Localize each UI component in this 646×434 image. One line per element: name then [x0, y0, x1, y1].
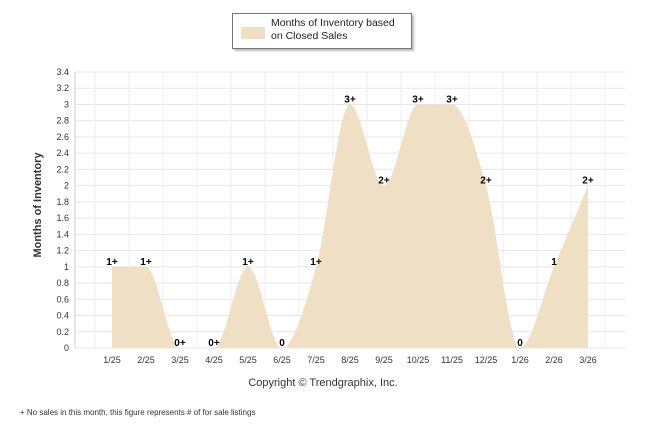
data-label: 2+	[378, 176, 390, 187]
copyright: Copyright © Trendgraphix, Inc.	[248, 377, 398, 389]
y-tick-label: 1	[64, 262, 69, 272]
y-tick-label: 0.2	[56, 327, 69, 337]
x-tick-label: 9/25	[375, 355, 393, 365]
data-label: 0	[517, 338, 523, 349]
data-label: 0	[279, 338, 285, 349]
y-tick-label: 0.4	[56, 311, 69, 321]
y-tick-label: 0	[64, 343, 69, 353]
y-tick-label: 0.8	[56, 278, 69, 288]
data-label: 1+	[242, 257, 254, 268]
y-tick-label: 2	[64, 181, 69, 191]
x-ticks: 1/25 2/25 3/25 4/25 5/25 6/25 7/25 8/25 9/25 10/2…	[103, 355, 597, 365]
y-tick-label: 2.6	[56, 132, 69, 142]
x-tick-label: 1/26	[511, 355, 529, 365]
x-tick-label: 10/25	[407, 355, 430, 365]
x-tick-label: 3/26	[579, 355, 597, 365]
data-label: 3+	[412, 94, 424, 105]
x-tick-label: 5/25	[239, 355, 257, 365]
x-tick-label: 11/25	[441, 355, 463, 365]
x-tick-label: 4/25	[205, 355, 223, 365]
y-tick-label: 3.2	[56, 83, 69, 93]
y-tick-label: 1.2	[56, 246, 69, 256]
data-labels: 1+ 1+ 0+ 0+ 1+ 0 1+ 3+ 2+ 3+ 3+ 2+ 0 1 2+	[106, 94, 594, 349]
y-tick-label: 3.4	[56, 67, 69, 77]
y-ticks: 0 0.2 0.4 0.6 0.8 1 1.2 1.4 1.6 1.8 2 2.2 2.4 2.6 2.8 3…	[56, 67, 69, 353]
legend-label: Months of Inventory based on Closed Sale…	[271, 17, 395, 42]
data-label: 1+	[140, 257, 152, 268]
data-label: 1	[551, 257, 557, 268]
y-tick-label: 1.4	[56, 229, 69, 239]
data-label: 0+	[208, 338, 220, 349]
data-label: 2+	[480, 176, 492, 187]
y-tick-label: 0.6	[56, 294, 69, 304]
x-tick-label: 1/25	[103, 355, 121, 365]
data-label: 1+	[106, 257, 118, 268]
legend: Months of Inventory based on Closed Sale…	[232, 13, 412, 49]
x-tick-label: 2/25	[137, 355, 155, 365]
y-tick-label: 2.2	[56, 164, 69, 174]
footnote: + No sales in this month, this figure re…	[20, 408, 256, 417]
y-tick-label: 3	[64, 99, 69, 109]
y-tick-label: 1.8	[56, 197, 69, 207]
y-tick-label: 2.4	[56, 148, 69, 158]
y-tick-label: 1.6	[56, 213, 69, 223]
x-tick-label: 12/25	[475, 355, 498, 365]
x-tick-label: 7/25	[307, 355, 325, 365]
y-axis-label: Months of Inventory	[32, 152, 44, 258]
data-label: 0+	[174, 338, 186, 349]
data-label: 3+	[344, 94, 356, 105]
data-label: 2+	[582, 176, 594, 187]
y-tick-label: 2.8	[56, 116, 69, 126]
x-tick-label: 6/25	[273, 355, 291, 365]
data-label: 3+	[446, 94, 458, 105]
x-tick-label: 2/26	[545, 355, 563, 365]
x-tick-label: 3/25	[171, 355, 189, 365]
inventory-area	[112, 104, 588, 349]
x-tick-label: 8/25	[341, 355, 359, 365]
data-label: 1+	[310, 257, 322, 268]
legend-swatch	[241, 27, 265, 39]
